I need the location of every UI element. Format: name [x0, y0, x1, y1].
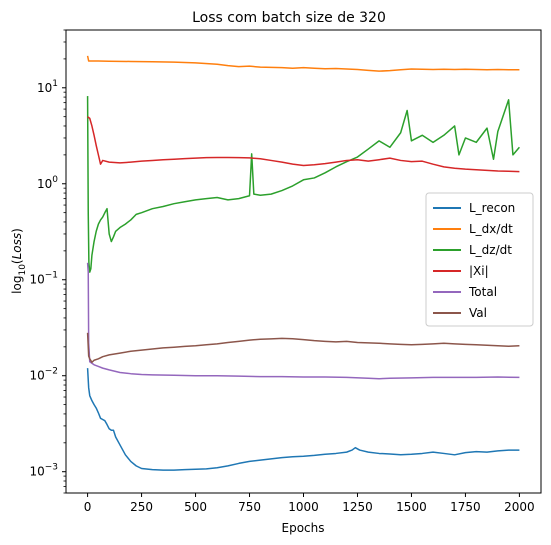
- legend-label-l-dz-dt: L_dz/dt: [469, 243, 512, 257]
- x-tick-label: 500: [184, 500, 207, 514]
- legend-label-l-dx-dt: L_dx/dt: [469, 222, 513, 236]
- x-tick-label: 0: [84, 500, 92, 514]
- y-axis: 10−3 10−2 10−1 100 101: [29, 29, 66, 494]
- legend-label-val: Val: [469, 306, 487, 320]
- y-tick-label: 10−1: [29, 271, 58, 287]
- series-layer: [86, 55, 520, 471]
- y-tick-label: 100: [37, 175, 58, 191]
- legend-label-xi: |Xi|: [469, 264, 489, 278]
- series-line-xi: [87, 116, 520, 173]
- x-tick-label: 250: [130, 500, 153, 514]
- x-tick-label: 1000: [288, 500, 319, 514]
- y-axis-label-var: Loss: [10, 233, 24, 260]
- series-line-l-dz-dt: [86, 96, 520, 273]
- plot-area: 0 250 500 750 1000 1250 1500 1750 2000 10−310−21…: [29, 29, 542, 514]
- x-axis-label: Epochs: [282, 521, 325, 535]
- y-axis-label-log: log: [10, 276, 24, 294]
- y-axis-label-sub: 10: [18, 264, 28, 276]
- y-axis-label-close: ): [10, 228, 24, 233]
- legend-label-l-recon: L_recon: [469, 201, 515, 215]
- x-axis: 0 250 500 750 1000 1250 1500 1750 2000: [84, 493, 535, 514]
- x-tick-label: 1750: [450, 500, 481, 514]
- legend: L_recon L_dx/dt L_dz/dt |Xi| Total Val: [425, 192, 534, 327]
- chart-title: Loss com batch size de 320: [192, 10, 386, 26]
- legend-label-total: Total: [468, 285, 497, 299]
- series-line-l-recon: [86, 368, 520, 471]
- x-tick-label: 2000: [504, 500, 535, 514]
- y-axis-label: log10(Loss): [10, 228, 28, 294]
- series-line-l-dx-dt: [86, 55, 520, 72]
- y-axis-label-open: (: [10, 259, 24, 264]
- x-tick-label: 1250: [342, 500, 373, 514]
- y-tick-label: 101: [37, 79, 58, 95]
- series-line-total: [86, 262, 520, 380]
- series-line-val: [86, 332, 520, 364]
- y-tick-label: 10−2: [29, 367, 58, 383]
- x-tick-label: 1500: [396, 500, 427, 514]
- y-tick-label: 10−3: [29, 463, 58, 479]
- x-tick-label: 750: [238, 500, 261, 514]
